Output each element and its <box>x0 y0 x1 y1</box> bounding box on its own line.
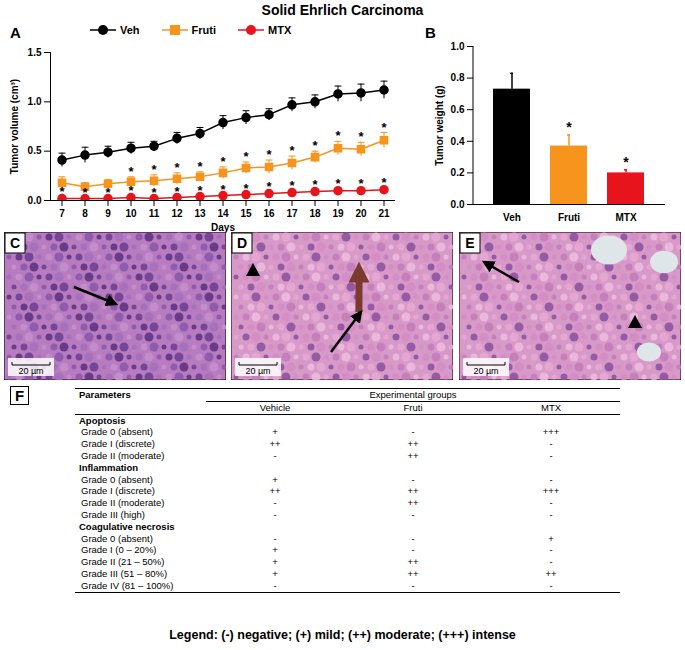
svg-text:*: * <box>312 138 318 153</box>
svg-text:1.0: 1.0 <box>28 96 42 107</box>
svg-text:0.2: 0.2 <box>451 167 465 178</box>
html-text:Solid Ehrlich Carcinoma: Solid Ehrlich Carcinoma <box>261 2 424 18</box>
svg-text:*: * <box>566 119 572 135</box>
svg-text:*: * <box>151 162 157 177</box>
svg-text:*: * <box>220 154 226 169</box>
svg-text:14: 14 <box>217 208 229 219</box>
svg-text:Days: Days <box>211 222 235 233</box>
svg-text:*: * <box>174 184 180 199</box>
svg-text:0.8: 0.8 <box>451 72 465 83</box>
html-text:Grade III (51 – 80%): Grade III (51 – 80%) <box>81 568 168 579</box>
svg-text:MTX: MTX <box>615 212 636 223</box>
html-text:Grade IV (81 – 100%): Grade IV (81 – 100%) <box>81 579 174 591</box>
svg-text:*: * <box>335 128 341 143</box>
svg-text:D: D <box>237 235 247 251</box>
html-text:Grade III (high): Grade III (high) <box>81 509 145 520</box>
html-text:Fruti: Fruti <box>191 24 216 36</box>
svg-text:*: * <box>82 185 88 200</box>
html-text:F: F <box>15 387 25 404</box>
html-text:A: A <box>10 24 21 41</box>
svg-text:16: 16 <box>263 208 275 219</box>
svg-text:11: 11 <box>149 208 160 219</box>
svg-text:*: * <box>128 164 134 179</box>
html-text:Grade 0 (absent): Grade 0 (absent) <box>81 532 153 544</box>
html-text:Legend: (-) negative; (+) mild: Legend: (-) negative; (+) mild; (++) mod… <box>169 628 516 642</box>
svg-text:9: 9 <box>105 208 111 219</box>
svg-text:*: * <box>197 183 203 198</box>
html-text:Parameters: Parameters <box>79 389 131 401</box>
html-text:B: B <box>425 24 436 41</box>
html-text:Apoptosis: Apoptosis <box>79 414 126 426</box>
svg-text:20 µm: 20 µm <box>473 366 498 376</box>
svg-text:*: * <box>243 149 249 164</box>
svg-text:13: 13 <box>194 208 206 219</box>
html-text:MTX: MTX <box>268 24 292 36</box>
svg-text:*: * <box>381 175 387 190</box>
svg-text:*: * <box>381 120 387 135</box>
svg-text:19: 19 <box>332 208 344 219</box>
svg-text:*: * <box>358 129 364 144</box>
svg-text:20 µm: 20 µm <box>18 366 43 376</box>
html-text:Grade 0 (absent): Grade 0 (absent) <box>81 426 153 438</box>
svg-text:0.0: 0.0 <box>28 195 42 206</box>
svg-text:*: * <box>105 185 111 200</box>
html-text:Veh: Veh <box>120 24 140 36</box>
svg-text:Tumor volume (cm³): Tumor volume (cm³) <box>9 79 20 174</box>
svg-text:15: 15 <box>240 208 252 219</box>
svg-text:0.0: 0.0 <box>451 199 465 210</box>
svg-text:0.6: 0.6 <box>451 104 465 115</box>
svg-text:0.4: 0.4 <box>451 136 465 147</box>
svg-text:18: 18 <box>309 208 321 219</box>
svg-text:20 µm: 20 µm <box>245 366 270 376</box>
svg-text:20: 20 <box>355 208 367 219</box>
svg-text:*: * <box>197 159 203 174</box>
svg-text:*: * <box>59 184 65 199</box>
svg-text:*: * <box>220 182 226 197</box>
svg-text:*: * <box>289 178 295 193</box>
svg-text:*: * <box>243 181 249 196</box>
svg-text:*: * <box>151 185 157 200</box>
svg-text:E: E <box>465 235 474 251</box>
html-text:Vehicle: Vehicle <box>259 401 291 413</box>
html-text:Inflammation: Inflammation <box>79 461 139 473</box>
html-text:Grade I (discrete): Grade I (discrete) <box>81 485 155 497</box>
html-text:Grade 0 (absent): Grade 0 (absent) <box>81 473 153 485</box>
svg-text:*: * <box>174 160 180 175</box>
svg-text:1.5: 1.5 <box>28 47 42 58</box>
svg-text:12: 12 <box>171 208 183 219</box>
svg-text:*: * <box>266 179 272 194</box>
svg-text:*: * <box>266 147 272 162</box>
svg-text:Tumor weight (g): Tumor weight (g) <box>434 85 445 165</box>
svg-text:0.5: 0.5 <box>28 145 42 156</box>
svg-text:Fruti: Fruti <box>558 212 580 223</box>
svg-text:17: 17 <box>286 208 298 219</box>
html-text:Grade II (moderate): Grade II (moderate) <box>81 497 165 509</box>
svg-text:*: * <box>335 176 341 191</box>
svg-text:21: 21 <box>378 208 390 219</box>
svg-text:8: 8 <box>82 208 88 219</box>
svg-text:*: * <box>128 183 134 198</box>
html-text:Grade I (0 – 20%): Grade I (0 – 20%) <box>81 544 157 556</box>
html-text:Experimental groups: Experimental groups <box>369 389 457 400</box>
svg-text:10: 10 <box>125 208 137 219</box>
html-text:MTX: MTX <box>541 401 561 413</box>
html-text:Grade I (discrete): Grade I (discrete) <box>81 438 155 450</box>
svg-text:7: 7 <box>59 208 65 219</box>
html-text:Coagulative necrosis: Coagulative necrosis <box>79 520 175 532</box>
svg-text:*: * <box>358 176 364 191</box>
html-text:Fruti: Fruti <box>403 401 423 413</box>
html-text:Grade II (21 – 50%): Grade II (21 – 50%) <box>81 556 165 568</box>
svg-text:Veh: Veh <box>503 212 521 223</box>
svg-text:C: C <box>10 235 20 251</box>
svg-text:*: * <box>289 143 295 158</box>
svg-text:1.0: 1.0 <box>451 41 465 52</box>
svg-text:*: * <box>623 154 629 170</box>
html-text:Grade II (moderate): Grade II (moderate) <box>81 450 165 461</box>
svg-text:*: * <box>312 177 318 192</box>
